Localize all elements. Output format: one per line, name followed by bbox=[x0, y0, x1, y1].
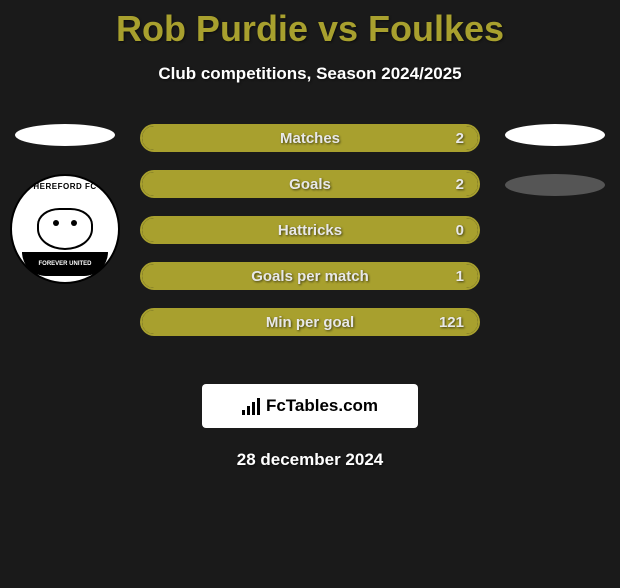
left-player-column: HEREFORD FC FOREVER UNITED bbox=[10, 124, 120, 284]
stat-value: 2 bbox=[456, 176, 464, 193]
player2-ellipse-bottom bbox=[505, 174, 605, 196]
page-subtitle: Club competitions, Season 2024/2025 bbox=[0, 64, 620, 84]
stat-label: Goals per match bbox=[251, 268, 369, 285]
right-player-column bbox=[500, 124, 610, 196]
stat-label: Hattricks bbox=[278, 222, 342, 239]
brand-badge[interactable]: FcTables.com bbox=[202, 384, 418, 428]
crest-top-text: HEREFORD FC bbox=[33, 182, 96, 191]
stat-row-hattricks: Hattricks 0 bbox=[140, 216, 480, 244]
stat-row-goals: Goals 2 bbox=[140, 170, 480, 198]
page-title: Rob Purdie vs Foulkes bbox=[0, 8, 620, 50]
stat-value: 2 bbox=[456, 130, 464, 147]
stat-row-goals-per-match: Goals per match 1 bbox=[140, 262, 480, 290]
brand-text: FcTables.com bbox=[266, 396, 378, 416]
snapshot-date: 28 december 2024 bbox=[0, 450, 620, 470]
crest-bull-icon bbox=[37, 208, 93, 250]
crest-banner: FOREVER UNITED bbox=[22, 252, 108, 276]
stat-label: Goals bbox=[289, 176, 331, 193]
comparison-panel: HEREFORD FC FOREVER UNITED Matches 2 Goa… bbox=[0, 124, 620, 364]
stat-value: 1 bbox=[456, 268, 464, 285]
stat-row-min-per-goal: Min per goal 121 bbox=[140, 308, 480, 336]
stat-value: 121 bbox=[439, 314, 464, 331]
stat-label: Min per goal bbox=[266, 314, 354, 331]
player1-ellipse bbox=[15, 124, 115, 146]
stat-label: Matches bbox=[280, 130, 340, 147]
stat-value: 0 bbox=[456, 222, 464, 239]
team-crest: HEREFORD FC FOREVER UNITED bbox=[10, 174, 120, 284]
stat-bars: Matches 2 Goals 2 Hattricks 0 Goals per … bbox=[140, 124, 480, 354]
brand-bars-icon bbox=[242, 397, 260, 415]
stat-row-matches: Matches 2 bbox=[140, 124, 480, 152]
player2-ellipse-top bbox=[505, 124, 605, 146]
